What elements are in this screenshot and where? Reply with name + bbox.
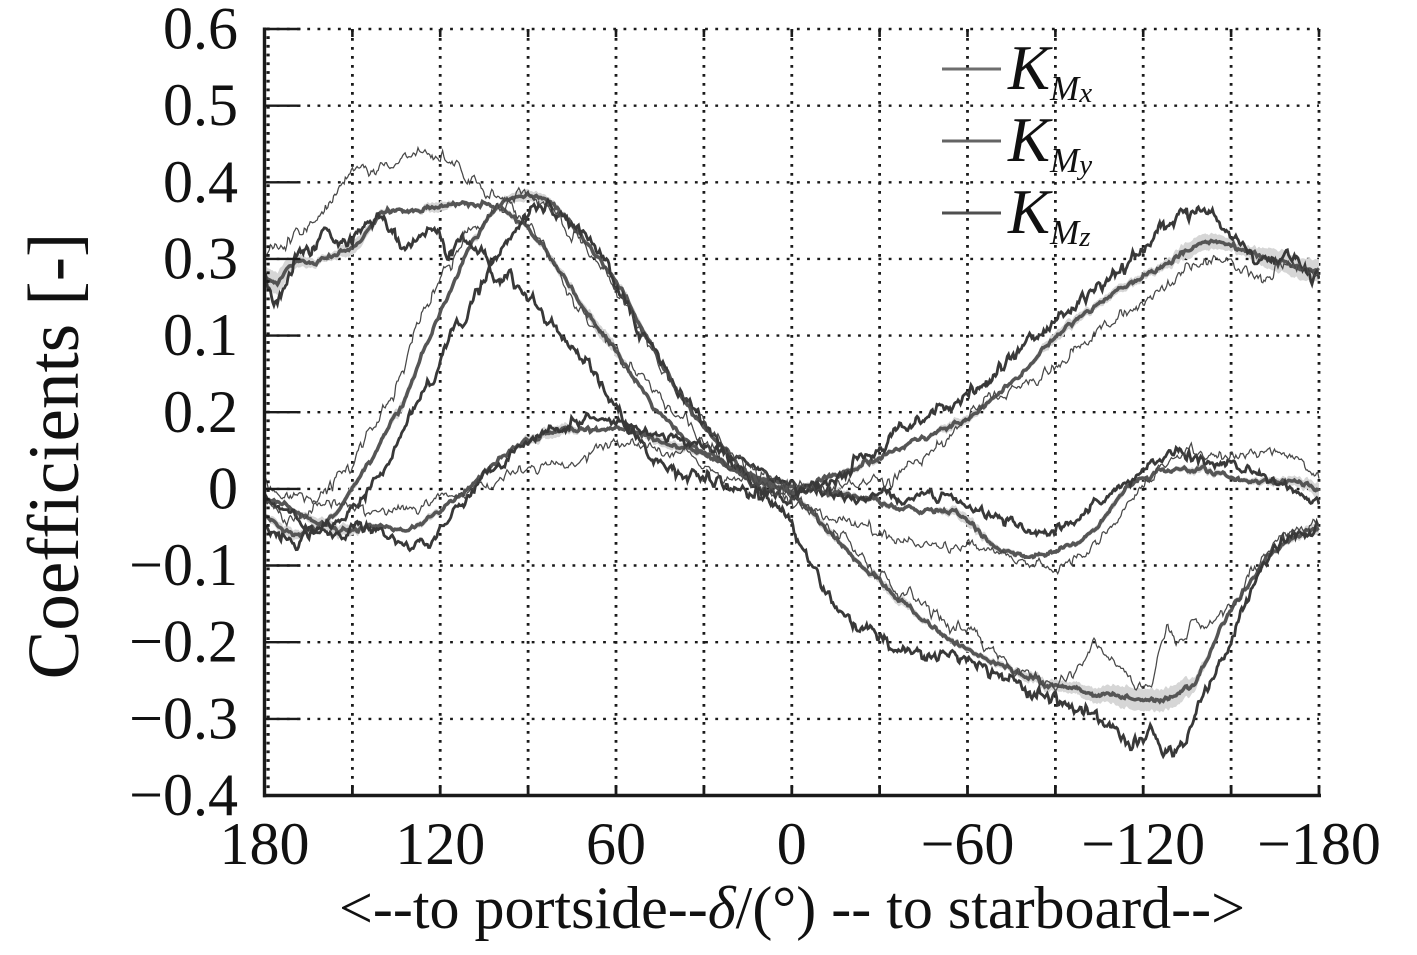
svg-text:60: 60: [586, 811, 646, 877]
svg-text:−180: −180: [1257, 811, 1381, 877]
svg-text:−60: −60: [921, 811, 1015, 877]
svg-text:−0.2: −0.2: [129, 609, 238, 675]
svg-text:−0.1: −0.1: [129, 532, 238, 598]
svg-text:0: 0: [208, 455, 238, 521]
svg-text:0.5: 0.5: [163, 72, 238, 138]
svg-text:0.1: 0.1: [163, 302, 238, 368]
svg-text:−0.3: −0.3: [129, 685, 238, 751]
svg-text:0.6: 0.6: [163, 0, 238, 62]
svg-text:120: 120: [395, 811, 485, 877]
svg-text:<--to portside--δ/(°) -- to st: <--to portside--δ/(°) -- to starboard-->: [339, 875, 1245, 941]
svg-text:−120: −120: [1081, 811, 1205, 877]
svg-text:0: 0: [777, 811, 807, 877]
svg-text:0.2: 0.2: [163, 379, 238, 445]
svg-text:KMz: KMz: [1007, 177, 1090, 253]
svg-text:180: 180: [220, 811, 310, 877]
svg-text:0.4: 0.4: [163, 149, 238, 215]
svg-text:−0.4: −0.4: [129, 762, 238, 828]
svg-text:0.3: 0.3: [163, 225, 238, 291]
svg-text:Coefficients [-]: Coefficients [-]: [13, 233, 94, 680]
